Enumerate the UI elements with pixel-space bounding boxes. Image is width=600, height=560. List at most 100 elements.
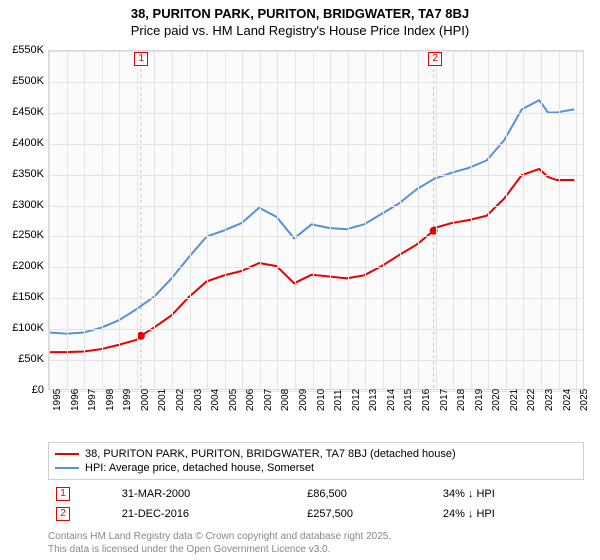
gridline-vertical: [400, 51, 401, 389]
sale-price: £86,500: [299, 484, 435, 504]
gridline-horizontal: [49, 51, 583, 52]
sale-marker-box: 1: [56, 487, 70, 501]
gridline-vertical: [67, 51, 68, 389]
gridline-horizontal: [49, 236, 583, 237]
x-axis-label: 2023: [544, 389, 555, 411]
y-axis-label: £500K: [0, 75, 44, 87]
gridline-vertical: [418, 51, 419, 389]
gridline-vertical: [330, 51, 331, 389]
x-axis-label: 2020: [491, 389, 502, 411]
y-axis-label: £300K: [0, 199, 44, 211]
x-axis-label: 2000: [140, 389, 151, 411]
footer-attribution: Contains HM Land Registry data © Crown c…: [48, 530, 584, 556]
gridline-vertical: [102, 51, 103, 389]
x-axis-label: 1995: [52, 389, 63, 411]
x-axis-label: 2016: [421, 389, 432, 411]
gridline-vertical: [383, 51, 384, 389]
gridline-horizontal: [49, 175, 583, 176]
x-axis-label: 2025: [579, 389, 590, 411]
y-axis-label: £100K: [0, 322, 44, 334]
x-axis-label: 2014: [386, 389, 397, 411]
x-axis-label: 2022: [526, 389, 537, 411]
y-axis-label: £400K: [0, 137, 44, 149]
gridline-vertical: [453, 51, 454, 389]
x-axis-label: 2013: [368, 389, 379, 411]
y-axis-label: £50K: [0, 353, 44, 365]
gridline-vertical: [313, 51, 314, 389]
legend: 38, PURITON PARK, PURITON, BRIDGWATER, T…: [48, 442, 584, 480]
x-axis-label: 2012: [351, 389, 362, 411]
title-line-2: Price paid vs. HM Land Registry's House …: [0, 23, 600, 38]
sale-delta: 34% ↓ HPI: [435, 484, 584, 504]
legend-item: 38, PURITON PARK, PURITON, BRIDGWATER, T…: [55, 447, 577, 461]
gridline-horizontal: [49, 206, 583, 207]
gridline-vertical: [49, 51, 50, 389]
sale-marker-2: 2: [428, 52, 442, 66]
sales-table: 1 31-MAR-2000 £86,500 34% ↓ HPI 2 21-DEC…: [48, 484, 584, 524]
x-axis-label: 2010: [316, 389, 327, 411]
gridline-vertical: [137, 51, 138, 389]
x-axis-label: 2021: [509, 389, 520, 411]
x-axis-label: 1998: [105, 389, 116, 411]
y-axis-label: £200K: [0, 260, 44, 272]
line-chart: 1 2 £0 £50K £100K £150K £200K £250K £300K £350K £…: [0, 40, 600, 440]
sale-date: 21-DEC-2016: [114, 504, 299, 524]
x-axis-label: 2017: [439, 389, 450, 411]
legend-label: HPI: Average price, detached house, Some…: [85, 462, 314, 474]
legend-label: 38, PURITON PARK, PURITON, BRIDGWATER, T…: [85, 448, 456, 460]
gridline-vertical: [541, 51, 542, 389]
y-axis-label: £550K: [0, 44, 44, 56]
x-axis-label: 2015: [403, 389, 414, 411]
x-axis-label: 2007: [263, 389, 274, 411]
sale-delta: 24% ↓ HPI: [435, 504, 584, 524]
gridline-vertical: [84, 51, 85, 389]
sale-price: £257,500: [299, 504, 435, 524]
x-axis-label: 2001: [157, 389, 168, 411]
gridline-vertical: [506, 51, 507, 389]
gridline-vertical: [295, 51, 296, 389]
gridline-vertical: [260, 51, 261, 389]
gridline-horizontal: [49, 267, 583, 268]
gridline-vertical: [277, 51, 278, 389]
gridline-horizontal: [49, 298, 583, 299]
x-axis-label: 1997: [87, 389, 98, 411]
chart-title-block: 38, PURITON PARK, PURITON, BRIDGWATER, T…: [0, 0, 600, 40]
chart-svg: [49, 51, 583, 389]
gridline-vertical: [559, 51, 560, 389]
x-axis-label: 2004: [210, 389, 221, 411]
y-axis-label: £150K: [0, 291, 44, 303]
sale-marker-1: 1: [134, 52, 148, 66]
gridline-vertical: [190, 51, 191, 389]
y-axis-label: £250K: [0, 229, 44, 241]
legend-swatch: [55, 453, 79, 455]
sales-row: 1 31-MAR-2000 £86,500 34% ↓ HPI: [48, 484, 584, 504]
x-axis-label: 2011: [333, 389, 344, 411]
sales-row: 2 21-DEC-2016 £257,500 24% ↓ HPI: [48, 504, 584, 524]
x-axis-label: 1996: [70, 389, 81, 411]
y-axis-label: £0: [0, 384, 44, 396]
gridline-vertical: [154, 51, 155, 389]
gridline-horizontal: [49, 113, 583, 114]
gridline-vertical: [471, 51, 472, 389]
gridline-vertical: [523, 51, 524, 389]
y-axis-label: £350K: [0, 168, 44, 180]
gridline-vertical: [436, 51, 437, 389]
x-axis-label: 2006: [245, 389, 256, 411]
gridline-vertical: [242, 51, 243, 389]
gridline-vertical: [348, 51, 349, 389]
sale-date: 31-MAR-2000: [114, 484, 299, 504]
x-axis-label: 2003: [193, 389, 204, 411]
x-axis-label: 2008: [280, 389, 291, 411]
gridline-vertical: [576, 51, 577, 389]
gridline-horizontal: [49, 82, 583, 83]
gridline-horizontal: [49, 329, 583, 330]
y-axis-label: £450K: [0, 106, 44, 118]
gridline-vertical: [172, 51, 173, 389]
x-axis-label: 1999: [122, 389, 133, 411]
gridline-horizontal: [49, 144, 583, 145]
x-axis-label: 2005: [228, 389, 239, 411]
x-axis-label: 2019: [474, 389, 485, 411]
gridline-vertical: [119, 51, 120, 389]
x-axis-label: 2009: [298, 389, 309, 411]
sale-marker-box: 2: [56, 507, 70, 521]
